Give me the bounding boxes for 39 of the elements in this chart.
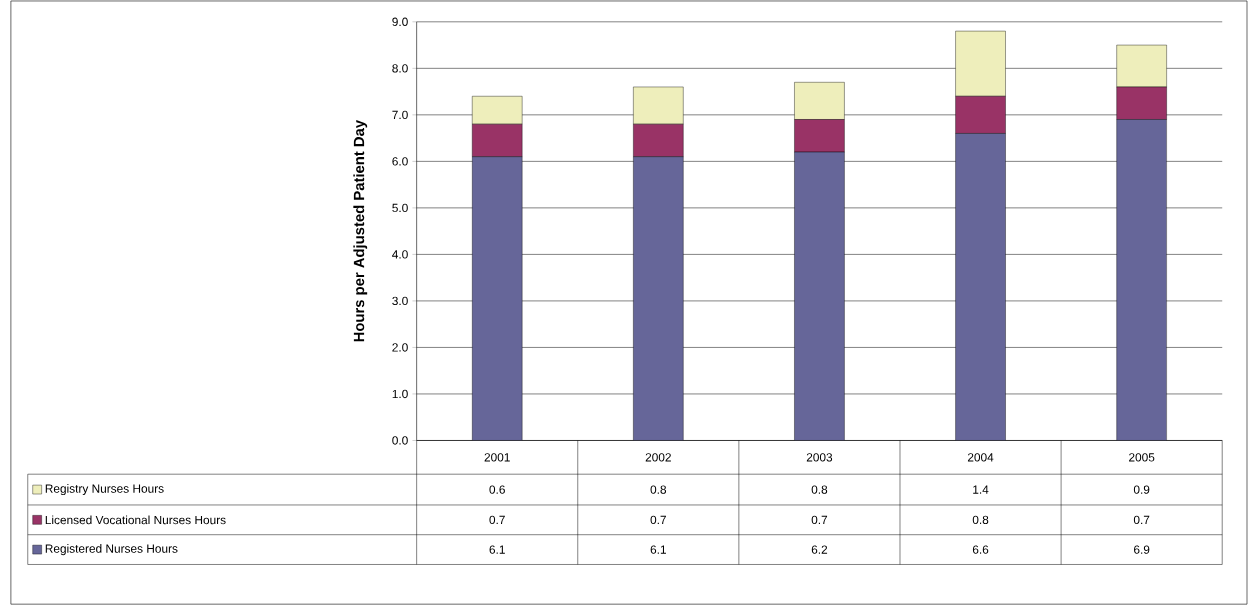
data-label: 6.9 — [1134, 545, 1150, 554]
x-tick-label: 2002 — [645, 453, 671, 462]
data-label: 0.8 — [650, 485, 667, 494]
data-label: 0.7 — [1133, 515, 1150, 524]
data-label: 6.6 — [972, 545, 989, 554]
y-tick-label: 1.0 — [392, 389, 408, 399]
data-label: 0.7 — [811, 515, 828, 524]
y-tick-label: 7.0 — [392, 110, 408, 119]
bar — [633, 156, 684, 441]
bar — [472, 156, 523, 441]
y-tick-label: 4.0 — [392, 250, 408, 259]
data-label: 0.8 — [972, 515, 989, 524]
y-tick-label: 8.0 — [392, 64, 408, 73]
x-tick-label: 2005 — [1129, 453, 1155, 462]
legend-label: Registered Nurses Hours — [45, 544, 178, 556]
y-tick-label: 9.0 — [392, 17, 408, 26]
legend-label: Registry Nurses Hours — [45, 483, 164, 496]
data-label: 1.4 — [973, 485, 989, 494]
y-tick-label: 2.0 — [392, 343, 408, 352]
data-label: 0.7 — [650, 515, 666, 524]
y-tick-label: 0.0 — [392, 436, 408, 445]
x-tick-label: 2001 — [484, 453, 510, 462]
data-label: 0.6 — [489, 485, 505, 494]
legend-label: Licensed Vocational Nurses Hours — [45, 515, 226, 525]
bar — [1116, 119, 1167, 441]
bar — [794, 151, 845, 441]
bar — [955, 133, 1006, 441]
x-tick-label: 2004 — [967, 453, 994, 462]
data-label: 0.8 — [811, 485, 828, 494]
data-label: 6.1 — [650, 545, 666, 554]
data-label: 0.9 — [1133, 485, 1150, 494]
data-label: 6.1 — [489, 545, 505, 554]
y-axis-title: Hours per Adjusted Patient Day — [353, 119, 368, 342]
data-label: 6.2 — [811, 545, 828, 554]
data-label: 0.7 — [489, 515, 505, 524]
y-tick-label: 5.0 — [392, 203, 408, 212]
y-tick-label: 6.0 — [392, 157, 408, 166]
y-tick-label: 3.0 — [392, 296, 408, 306]
x-tick-label: 2003 — [806, 453, 833, 462]
